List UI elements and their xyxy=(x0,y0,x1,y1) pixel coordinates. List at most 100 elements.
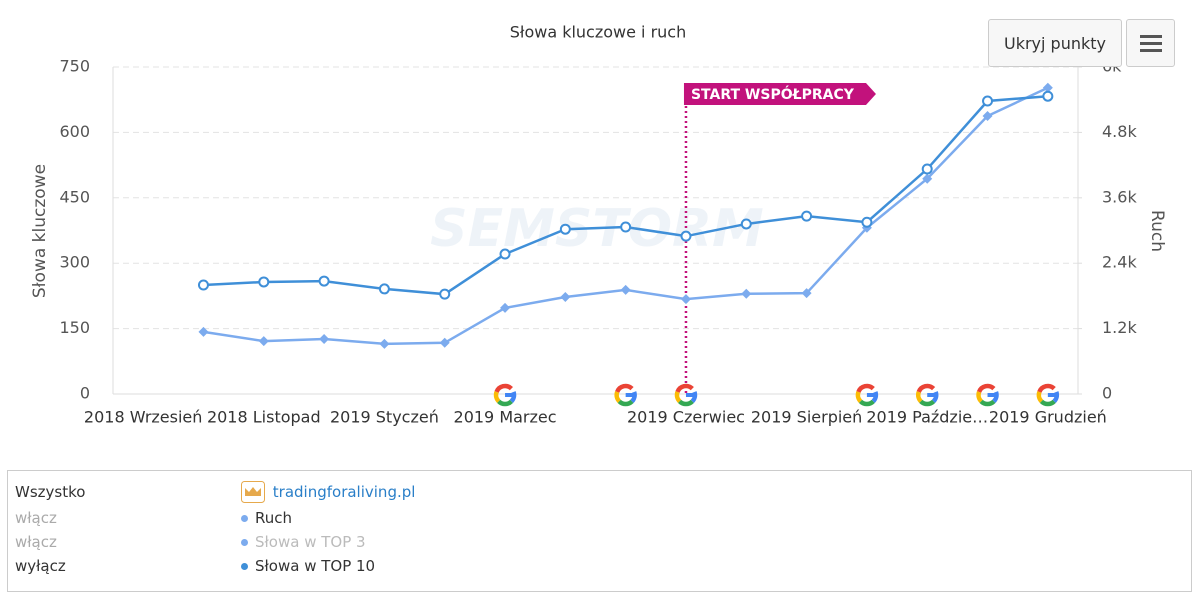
y-tick-label: 450 xyxy=(59,187,90,206)
google-arc xyxy=(916,383,936,393)
point xyxy=(499,248,511,260)
point xyxy=(258,276,270,288)
google-arc xyxy=(1036,391,1044,403)
legend-item[interactable]: Słowa w TOP 3 xyxy=(241,533,366,551)
point xyxy=(861,216,873,228)
google-arc xyxy=(855,391,863,403)
y2-tick-label: 0 xyxy=(1102,384,1112,403)
google-arc xyxy=(1039,399,1056,407)
legend-all[interactable]: Wszystko xyxy=(15,483,86,501)
point xyxy=(560,291,571,302)
google-arc xyxy=(678,399,694,407)
annotation-label: START WSPÓŁPRACY xyxy=(691,85,855,103)
y-tick-label: 150 xyxy=(59,318,90,337)
chart-title: Słowa kluczowe i ruch xyxy=(510,23,687,42)
annotation-flag xyxy=(683,83,876,105)
y-tick-label: 300 xyxy=(59,253,90,272)
legend-label: Ruch xyxy=(255,509,293,527)
point xyxy=(378,283,390,295)
point xyxy=(680,294,691,305)
x-tick-label: 2018 Listopad xyxy=(207,408,321,427)
google-arc xyxy=(615,383,634,393)
legend-toggle[interactable]: wyłącz xyxy=(15,557,66,575)
google-arc xyxy=(976,391,983,403)
google-marker xyxy=(1036,383,1060,407)
google-arc xyxy=(1037,383,1056,393)
point xyxy=(801,288,812,299)
series-line xyxy=(203,94,1048,296)
legend-dot xyxy=(241,563,248,570)
domain-link[interactable]: tradingforaliving.pl xyxy=(272,482,416,501)
x-tick-label: 2019 Czerwiec xyxy=(627,408,745,427)
x-tick-label: 2019 Styczeń xyxy=(330,408,439,427)
point xyxy=(922,173,933,184)
point xyxy=(620,284,631,295)
google-marker xyxy=(916,383,939,407)
y-tick-label: 600 xyxy=(59,122,90,141)
chart: Słowa kluczowe i ruch SEMSTORM Słowa klu… xyxy=(30,23,1167,427)
point xyxy=(620,221,632,233)
legend-label: Słowa w TOP 3 xyxy=(255,533,366,551)
y2-tick-label: 4.8k xyxy=(1102,122,1137,141)
x-tick-label: 2019 Sierpień xyxy=(751,408,862,427)
google-arc xyxy=(916,391,923,403)
point xyxy=(982,95,994,107)
y-tick-label: 0 xyxy=(80,384,90,403)
point xyxy=(439,288,451,300)
x-tick-label: 2018 Wrzesień xyxy=(84,408,203,427)
point xyxy=(258,336,269,347)
domain-icon xyxy=(241,481,265,503)
google-arc xyxy=(976,383,996,393)
google-marker xyxy=(855,383,879,407)
google-arc xyxy=(856,383,875,393)
y-axis-label: Słowa kluczowe xyxy=(30,164,50,298)
google-marker xyxy=(493,383,517,407)
legend-toggle[interactable]: włącz xyxy=(15,533,57,551)
menu-button[interactable] xyxy=(1126,19,1175,67)
legend-label: Słowa w TOP 10 xyxy=(255,557,376,575)
google-marker xyxy=(674,383,698,407)
google-arc xyxy=(617,399,634,407)
google-arc xyxy=(858,399,875,407)
google-arc xyxy=(674,391,682,403)
x-tick-label: 2019 Paździe… xyxy=(866,408,988,427)
point xyxy=(318,275,330,287)
google-arc xyxy=(979,399,996,407)
point xyxy=(319,333,330,344)
x-tick-label: 2019 Marzec xyxy=(454,408,557,427)
google-marker xyxy=(614,383,637,407)
google-arc xyxy=(614,391,622,403)
google-arc xyxy=(494,383,513,393)
point xyxy=(740,218,752,230)
y2-tick-label: 3.6k xyxy=(1102,187,1137,206)
x-tick-label: 2019 Grudzień xyxy=(989,408,1107,427)
point xyxy=(439,337,450,348)
legend-toggle[interactable]: włącz xyxy=(15,509,57,527)
google-arc xyxy=(497,399,513,407)
hide-points-button[interactable]: Ukryj punkty xyxy=(988,19,1122,67)
point xyxy=(1042,90,1054,102)
point xyxy=(680,230,692,242)
google-marker xyxy=(976,383,999,407)
point xyxy=(379,338,390,349)
point xyxy=(559,223,571,235)
point xyxy=(500,302,511,313)
y2-tick-label: 2.4k xyxy=(1102,253,1137,272)
menu-icon xyxy=(1139,35,1162,52)
point xyxy=(741,288,752,299)
legend-domain: tradingforaliving.pl xyxy=(241,481,415,503)
point xyxy=(801,210,813,222)
google-arc xyxy=(675,383,694,393)
point xyxy=(197,279,209,291)
legend-dot xyxy=(241,515,248,522)
point xyxy=(921,163,933,175)
point xyxy=(982,111,993,122)
google-arc xyxy=(919,399,936,407)
point xyxy=(198,326,209,337)
y2-axis-label: Ruch xyxy=(1147,210,1167,252)
legend-item[interactable]: Ruch xyxy=(241,509,292,527)
point xyxy=(1042,82,1053,93)
legend-item[interactable]: Słowa w TOP 10 xyxy=(241,557,375,575)
y-tick-label: 750 xyxy=(59,57,90,76)
